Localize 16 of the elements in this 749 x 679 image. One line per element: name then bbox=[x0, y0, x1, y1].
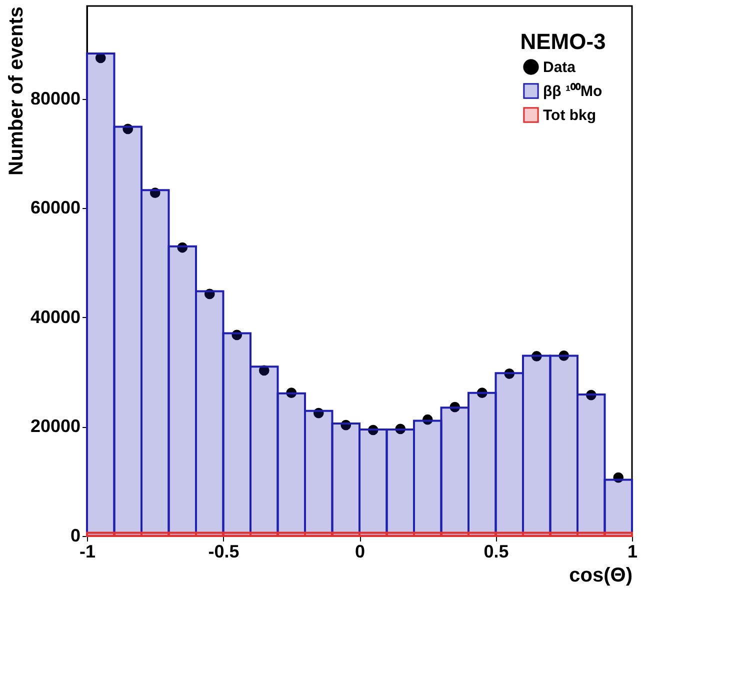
x-tick-label: -1 bbox=[79, 542, 96, 562]
x-tick-label: -0.5 bbox=[208, 542, 240, 562]
legend-label: ββ ¹⁰⁰Mo bbox=[543, 82, 602, 100]
y-tick-label: 40000 bbox=[30, 306, 80, 327]
legend-title: NEMO-3 bbox=[520, 29, 606, 54]
y-tick-label: 60000 bbox=[30, 198, 80, 218]
y-tick-label: 80000 bbox=[30, 88, 80, 108]
x-tick-label: 0.5 bbox=[484, 542, 509, 562]
legend-label: Tot bkg bbox=[543, 107, 596, 124]
legend-label: Data bbox=[543, 59, 576, 76]
x-tick-label: 1 bbox=[627, 542, 638, 562]
y-tick-label: 0 bbox=[70, 526, 80, 546]
y-axis-title: Number of events bbox=[5, 6, 28, 176]
y-tick-label: 20000 bbox=[30, 416, 80, 436]
x-tick-label: 0 bbox=[354, 542, 366, 562]
x-axis-title: cos(Θ) bbox=[569, 564, 632, 586]
